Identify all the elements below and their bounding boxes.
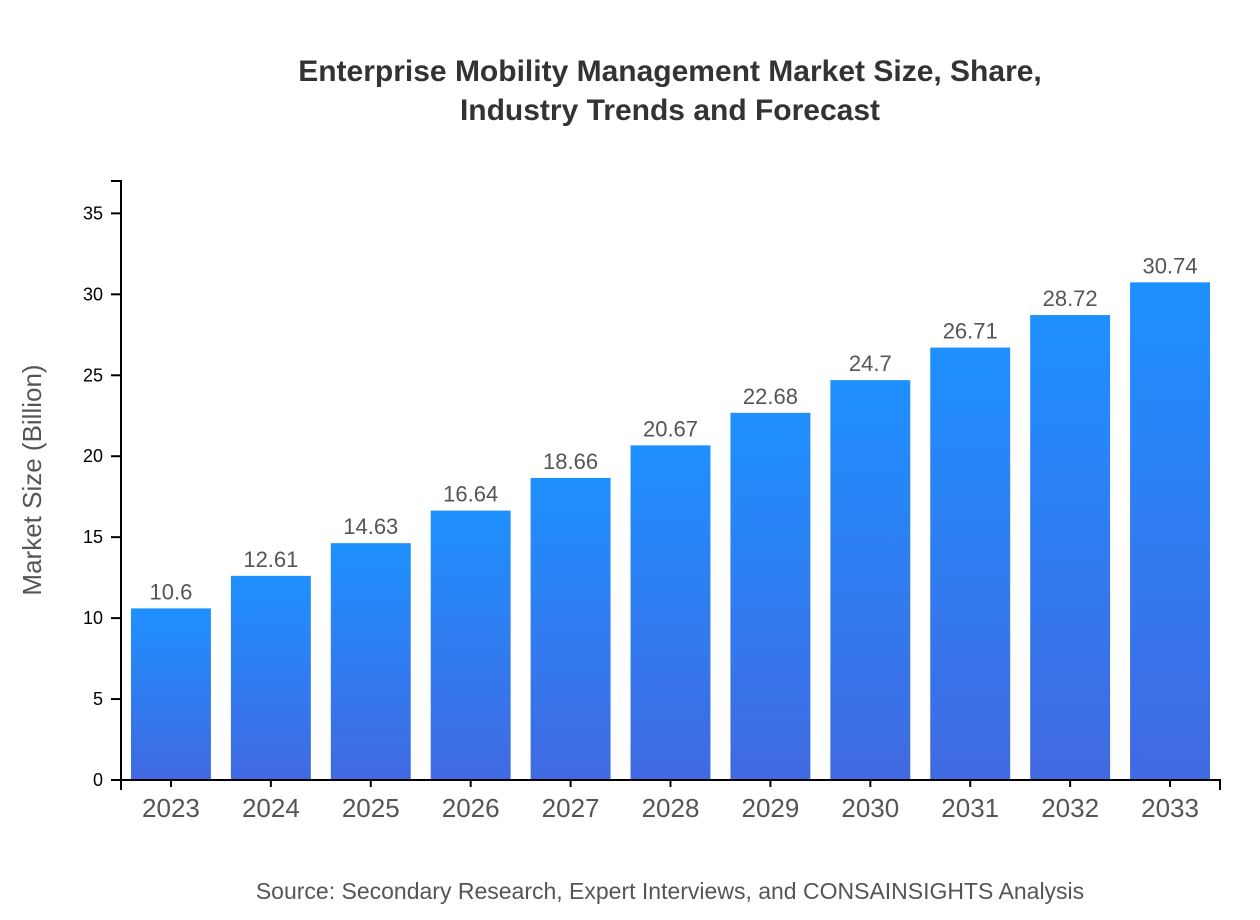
x-tick-label-2029: 2029 <box>741 793 799 823</box>
data-label-2029: 22.68 <box>743 384 798 409</box>
source-note: Source: Secondary Research, Expert Inter… <box>255 878 1085 904</box>
data-label-2030: 24.7 <box>849 351 892 376</box>
chart-title-line-2: Industry Trends and Forecast <box>459 94 881 127</box>
y-tick-label-5: 5 <box>93 689 103 709</box>
y-tick-label-30: 30 <box>83 284 103 304</box>
data-label-2031: 26.71 <box>943 319 998 344</box>
x-axis-line <box>120 779 1221 790</box>
y-axis-label: Market Size (Billion) <box>17 364 47 595</box>
x-tick-label-2024: 2024 <box>242 793 300 823</box>
x-tick-label-2025: 2025 <box>342 793 400 823</box>
data-label-2032: 28.72 <box>1043 286 1098 311</box>
bar-2023 <box>130 608 211 780</box>
x-tick-label-2031: 2031 <box>941 793 999 823</box>
y-tick-label-25: 25 <box>83 365 103 385</box>
bar-2031 <box>930 347 1011 780</box>
x-tick-label-2032: 2032 <box>1041 793 1099 823</box>
y-tick-label-10: 10 <box>83 608 103 628</box>
bar-2027 <box>530 477 611 780</box>
bar-2024 <box>230 575 311 780</box>
x-tick-label-2033: 2033 <box>1141 793 1199 823</box>
x-tick-label-2027: 2027 <box>542 793 600 823</box>
y-axis-line <box>111 180 122 781</box>
chart-title: Enterprise Mobility Management Market Si… <box>0 52 1260 130</box>
x-tick-label-2026: 2026 <box>442 793 500 823</box>
chart-title-line-1: Enterprise Mobility Management Market Si… <box>298 55 1042 88</box>
data-label-2033: 30.74 <box>1143 253 1198 278</box>
data-label-2028: 20.67 <box>643 416 698 441</box>
bar-2033 <box>1130 282 1211 780</box>
data-label-2024: 12.61 <box>243 547 298 572</box>
bar-2030 <box>830 380 911 780</box>
x-tick-label-2030: 2030 <box>841 793 899 823</box>
bar-2028 <box>630 445 711 780</box>
data-label-2027: 18.66 <box>543 449 598 474</box>
x-tick-label-2023: 2023 <box>142 793 200 823</box>
data-label-2025: 14.63 <box>343 514 398 539</box>
bar-2029 <box>730 412 811 780</box>
bar-2032 <box>1030 315 1111 780</box>
bar-2026 <box>430 510 511 780</box>
x-tick-label-2028: 2028 <box>642 793 700 823</box>
data-label-2026: 16.64 <box>443 482 498 507</box>
y-tick-label-0: 0 <box>93 770 103 790</box>
y-tick-label-35: 35 <box>83 203 103 223</box>
y-tick-label-15: 15 <box>83 527 103 547</box>
y-tick-label-20: 20 <box>83 446 103 466</box>
bar-2025 <box>330 543 411 780</box>
data-label-2023: 10.6 <box>150 579 193 604</box>
